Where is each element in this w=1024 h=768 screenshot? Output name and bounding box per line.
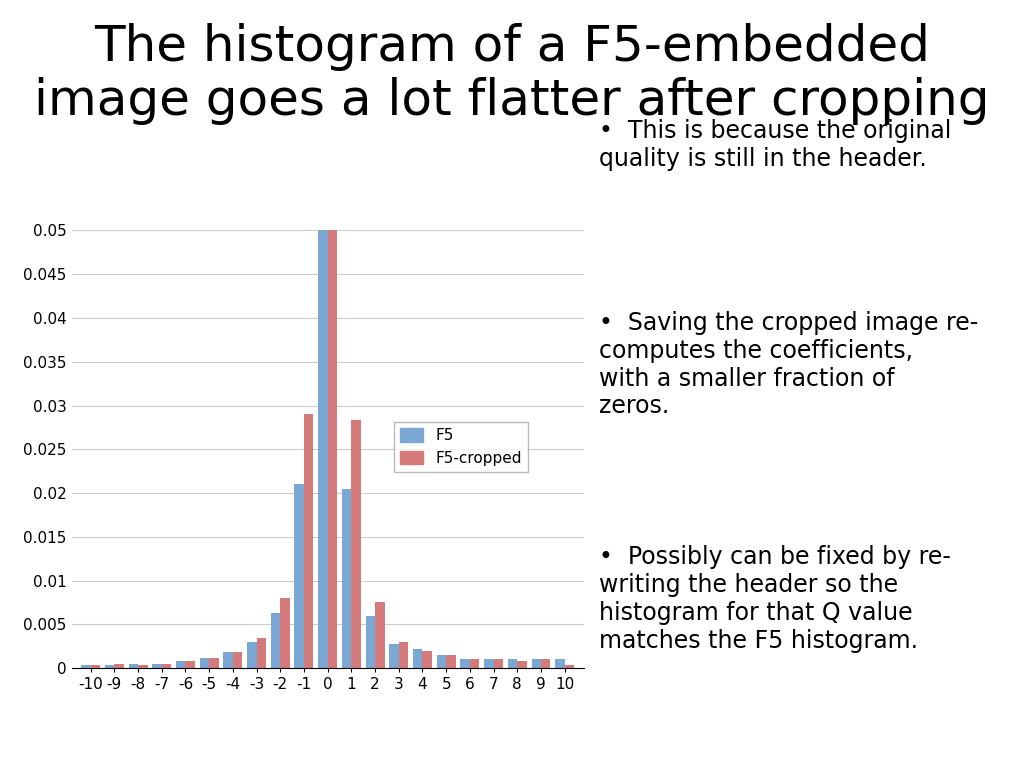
Bar <box>389 644 398 668</box>
Bar <box>342 488 351 668</box>
Bar <box>436 655 446 668</box>
Bar <box>162 664 171 668</box>
Bar <box>104 664 115 668</box>
Bar <box>461 660 470 668</box>
Bar <box>209 657 219 668</box>
Bar <box>484 660 494 668</box>
Bar <box>281 598 290 668</box>
Bar <box>138 664 147 668</box>
Bar <box>508 660 517 668</box>
Bar <box>328 230 337 668</box>
Bar <box>81 664 91 668</box>
Text: •  Saving the cropped image re-
computes the coefficients,
with a smaller fracti: • Saving the cropped image re- computes … <box>599 311 978 419</box>
Bar <box>541 660 551 668</box>
Text: •  This is because the original
quality is still in the header.: • This is because the original quality i… <box>599 119 951 170</box>
Bar <box>129 664 138 668</box>
Bar <box>375 603 385 668</box>
Bar <box>304 414 313 668</box>
Bar <box>517 661 526 668</box>
Bar <box>153 664 162 668</box>
Bar <box>115 664 124 668</box>
Bar <box>91 664 100 668</box>
Bar <box>223 652 232 668</box>
Bar <box>446 655 456 668</box>
Bar <box>176 661 185 668</box>
Bar <box>295 485 304 668</box>
Bar <box>413 649 423 668</box>
Text: •  Possibly can be fixed by re-
writing the header so the
histogram for that Q v: • Possibly can be fixed by re- writing t… <box>599 545 951 653</box>
Bar <box>247 642 257 668</box>
Bar <box>494 660 503 668</box>
Legend: F5, F5-cropped: F5, F5-cropped <box>394 422 527 472</box>
Bar <box>185 661 195 668</box>
Bar <box>470 660 479 668</box>
Bar <box>232 652 243 668</box>
Bar <box>318 230 328 668</box>
Bar <box>257 637 266 668</box>
Bar <box>423 650 432 668</box>
Bar <box>555 660 564 668</box>
Bar <box>270 613 281 668</box>
Bar <box>366 616 375 668</box>
Text: The histogram of a F5-embedded
image goes a lot flatter after cropping: The histogram of a F5-embedded image goe… <box>34 23 990 124</box>
Bar <box>531 660 541 668</box>
Bar <box>351 420 360 668</box>
Bar <box>200 657 209 668</box>
Bar <box>398 642 409 668</box>
Bar <box>564 664 574 668</box>
